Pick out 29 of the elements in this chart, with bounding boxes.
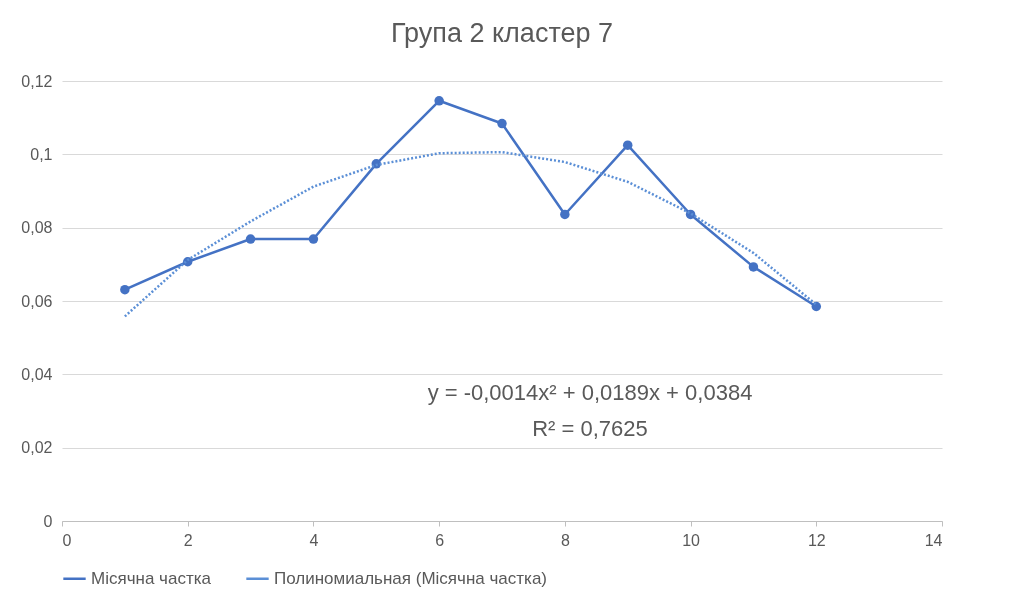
y-tick-label: 0 xyxy=(43,512,53,530)
point xyxy=(245,234,256,244)
y-tick-label: 0,08 xyxy=(21,219,53,237)
point xyxy=(622,140,633,150)
x-tick-label: 2 xyxy=(183,531,193,549)
point xyxy=(434,96,444,106)
x-tick-label: 14 xyxy=(924,531,943,549)
y-tick-label: 0,1 xyxy=(30,145,53,163)
point xyxy=(748,262,759,272)
point xyxy=(120,284,130,295)
x-tick-label: 8 xyxy=(560,531,570,549)
y-tick-label: 0,12 xyxy=(21,72,53,90)
y-tick-label: 0,04 xyxy=(21,365,53,383)
x-tick-label: 4 xyxy=(309,531,319,549)
x-tick-label: 12 xyxy=(807,531,826,549)
annotation: y = -0,0014x² + 0,0189x + 0,0384 xyxy=(427,380,753,406)
y-tick-label: 0,02 xyxy=(21,439,53,457)
point xyxy=(811,301,822,312)
chart-title: Група 2 кластер 7 xyxy=(391,18,613,48)
legend-label: Місячна частка xyxy=(91,568,212,588)
y-tick-label: 0,06 xyxy=(21,292,53,310)
x-tick-label: 10 xyxy=(682,531,701,549)
point xyxy=(497,118,507,129)
x-tick-label: 6 xyxy=(435,531,445,549)
x-tick-label: 0 xyxy=(62,531,72,549)
annotation: R² = 0,7625 xyxy=(532,416,648,442)
legend-label: Полиномиальная (Місячна частка) xyxy=(274,568,547,588)
point xyxy=(308,234,319,244)
point xyxy=(560,209,570,220)
